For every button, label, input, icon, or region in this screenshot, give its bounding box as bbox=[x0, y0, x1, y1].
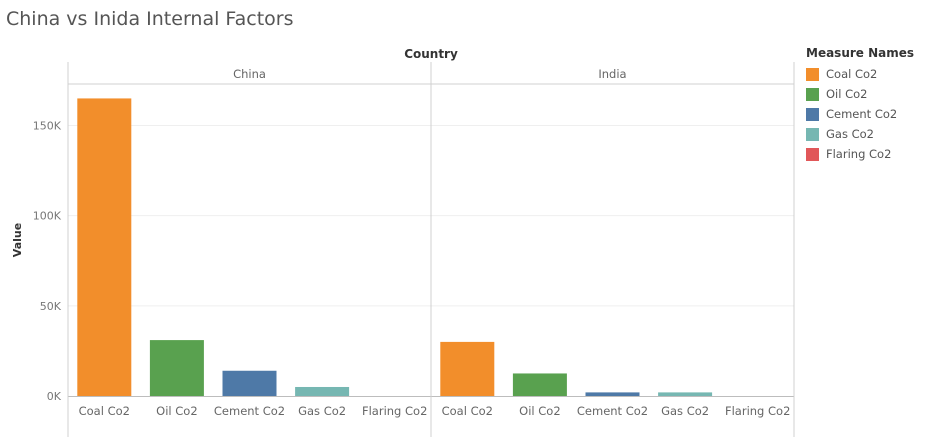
x-tick-label: Flaring Co2 bbox=[362, 404, 427, 418]
y-tick-label: 0K bbox=[47, 390, 62, 403]
legend-item[interactable]: Gas Co2 bbox=[806, 124, 941, 144]
x-tick-label: Cement Co2 bbox=[214, 404, 285, 418]
legend-label: Gas Co2 bbox=[826, 127, 874, 141]
panel-label: China bbox=[233, 67, 266, 81]
legend-label: Coal Co2 bbox=[826, 67, 878, 81]
legend-items: Coal Co2 Oil Co2 Cement Co2 Gas Co2 Flaring … bbox=[806, 64, 941, 164]
legend-item[interactable]: Cement Co2 bbox=[806, 104, 941, 124]
legend-swatch bbox=[806, 87, 819, 101]
bar bbox=[512, 373, 567, 396]
legend: Measure Names Coal Co2 Oil Co2 Cement Co2 G… bbox=[806, 46, 941, 164]
legend-title: Measure Names bbox=[806, 46, 915, 60]
legend-label: Cement Co2 bbox=[826, 107, 898, 121]
x-tick-label: Flaring Co2 bbox=[725, 404, 790, 418]
bar bbox=[440, 341, 495, 396]
x-tick-label: Coal Co2 bbox=[79, 404, 130, 418]
y-tick-label: 100K bbox=[33, 210, 62, 223]
x-tick-label: Gas Co2 bbox=[298, 404, 346, 418]
bar bbox=[77, 98, 132, 397]
bar-chart: Country 0K 50K 100K 150K Value China Coal Co2 Oi… bbox=[11, 47, 795, 437]
column-header: Country bbox=[404, 47, 458, 61]
x-tick-label: Coal Co2 bbox=[442, 404, 493, 418]
bar bbox=[585, 392, 640, 396]
legend-label: Oil Co2 bbox=[826, 87, 868, 101]
x-tick-label: Gas Co2 bbox=[661, 404, 709, 418]
bar bbox=[658, 392, 713, 396]
legend-item[interactable]: Oil Co2 bbox=[806, 84, 941, 104]
bar bbox=[295, 386, 350, 396]
x-tick-label: Oil Co2 bbox=[519, 404, 560, 418]
legend-swatch bbox=[806, 147, 819, 161]
y-axis-label: Value bbox=[11, 223, 24, 257]
legend-swatch bbox=[806, 67, 819, 81]
legend-swatch bbox=[806, 127, 819, 141]
y-tick-label: 150K bbox=[33, 119, 62, 132]
bar bbox=[149, 340, 204, 396]
y-tick-label: 50K bbox=[40, 300, 62, 313]
x-tick-label: Cement Co2 bbox=[577, 404, 648, 418]
chart-title: China vs Inida Internal Factors bbox=[6, 8, 294, 30]
x-tick-label: Oil Co2 bbox=[156, 404, 197, 418]
legend-swatch bbox=[806, 107, 819, 121]
legend-item[interactable]: Coal Co2 bbox=[806, 64, 941, 84]
panel-label: India bbox=[598, 67, 626, 81]
legend-label: Flaring Co2 bbox=[826, 147, 892, 161]
bar bbox=[222, 370, 277, 396]
legend-item[interactable]: Flaring Co2 bbox=[806, 144, 941, 164]
